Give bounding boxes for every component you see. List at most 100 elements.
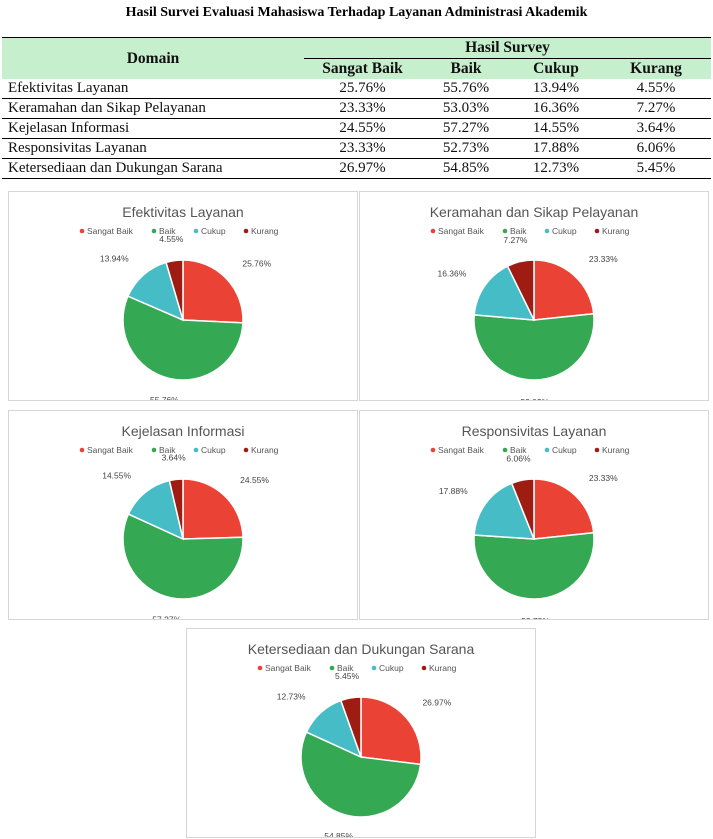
value-cell: 17.88% — [511, 138, 601, 159]
legend-item: Baik — [502, 226, 527, 236]
table-row: Kejelasan Informasi 24.55% 57.27% 14.55% 3.6… — [2, 118, 711, 139]
data-label: 54.85% — [324, 831, 353, 837]
pie-slice-baik — [300, 731, 422, 818]
legend-marker — [79, 228, 85, 234]
legend-marker — [371, 665, 377, 671]
pie-slice-baik — [473, 312, 595, 381]
pie-slice-kurang — [339, 696, 362, 758]
legend-marker — [430, 228, 436, 234]
legend-label: Sangat Baik — [438, 226, 485, 236]
data-label: 57.27% — [152, 614, 181, 619]
legend-item: Sangat Baik — [430, 226, 485, 236]
legend-label: Kurang — [429, 663, 457, 673]
header-baik: Baik — [421, 58, 511, 79]
pie-slice-kurang — [165, 259, 184, 321]
legend-item: Kurang — [594, 445, 630, 455]
value-cell: 25.76% — [304, 79, 421, 99]
pie-chart-kejelasan: Kejelasan Informasi Sangat Baik Baik Cukup K… — [8, 410, 358, 620]
table-row: Responsivitas Layanan 23.33% 52.73% 17.88% 6… — [2, 138, 711, 159]
legend-label: Cukup — [379, 663, 404, 673]
legend-item: Baik — [151, 445, 176, 455]
chart-title: Efektivitas Layanan — [122, 204, 243, 220]
legend-item: Cukup — [371, 663, 404, 673]
data-label: 26.97% — [422, 698, 451, 708]
legend-label: Baik — [510, 226, 527, 236]
value-cell: 16.36% — [511, 98, 601, 119]
domain-cell: Efektivitas Layanan — [2, 79, 304, 99]
legend-item: Kurang — [243, 445, 279, 455]
data-label: 14.55% — [102, 471, 131, 481]
value-cell: 55.76% — [421, 79, 511, 99]
pie-slice-kurang — [168, 478, 184, 540]
legend-item: Cukup — [544, 226, 577, 236]
legend-label: Baik — [159, 445, 176, 455]
chart-title: Ketersediaan dan Dukungan Sarana — [248, 641, 475, 657]
value-cell: 14.55% — [511, 118, 601, 139]
value-cell: 7.27% — [601, 98, 711, 119]
legend-item: Baik — [151, 226, 176, 236]
chart-title: Kejelasan Informasi — [122, 423, 245, 439]
domain-cell: Keramahan dan Sikap Pelayanan — [2, 98, 304, 119]
pie-slice-cukup — [473, 482, 536, 540]
value-cell: 53.03% — [421, 98, 511, 119]
data-label: 13.94% — [100, 254, 129, 264]
pie-slice-cukup — [126, 261, 185, 322]
legend-marker — [257, 665, 263, 671]
legend-item: Sangat Baik — [79, 226, 134, 236]
value-cell: 57.27% — [421, 118, 511, 139]
table-row: Keramahan dan Sikap Pelayanan 23.33% 53.03… — [2, 98, 711, 119]
pie-slice-baik — [122, 295, 244, 381]
legend-marker — [544, 447, 550, 453]
pie-slice-kurang — [506, 259, 535, 321]
legend-item: Kurang — [243, 226, 279, 236]
header-hasil-survey: Hasil Survey — [304, 37, 711, 59]
value-cell: 23.33% — [304, 98, 421, 119]
legend-marker — [421, 665, 427, 671]
header-kurang: Kurang — [601, 58, 711, 79]
data-label: 5.45% — [335, 671, 360, 681]
legend-item: Cukup — [544, 445, 577, 455]
table-row: Efektivitas Layanan 25.76% 55.76% 13.94% 4.5… — [2, 79, 711, 99]
legend-label: Kurang — [251, 226, 279, 236]
table-row: Ketersediaan dan Dukungan Sarana 26.97% 54… — [2, 158, 711, 179]
legend-label: Baik — [510, 445, 527, 455]
pie-slice-sangat-baik — [182, 259, 244, 324]
data-label: 3.64% — [162, 453, 187, 463]
legend-marker — [243, 228, 249, 234]
data-label: 23.33% — [589, 254, 618, 264]
pie-slice-kurang — [510, 478, 535, 540]
legend-label: Cukup — [201, 445, 226, 455]
legend-marker — [329, 665, 335, 671]
legend-item: Kurang — [594, 226, 630, 236]
value-cell: 23.33% — [304, 138, 421, 159]
header-cukup: Cukup — [511, 58, 601, 79]
value-cell: 5.45% — [601, 158, 711, 179]
data-label: 16.36% — [437, 269, 466, 279]
legend-label: Baik — [159, 226, 176, 236]
legend-marker — [193, 447, 199, 453]
legend-item: Sangat Baik — [79, 445, 134, 455]
value-cell: 4.55% — [601, 79, 711, 99]
value-cell: 3.64% — [601, 118, 711, 139]
pie-slice-cukup — [127, 479, 185, 541]
header-domain: Domain — [2, 37, 304, 79]
data-label: 6.06% — [506, 453, 531, 463]
data-label: 53.03% — [520, 397, 549, 400]
data-label: 17.88% — [439, 486, 468, 496]
chart-title: Keramahan dan Sikap Pelayanan — [430, 204, 639, 220]
legend-marker — [594, 447, 600, 453]
legend-label: Sangat Baik — [87, 445, 134, 455]
legend-item: Baik — [502, 445, 527, 455]
pie-slice-cukup — [473, 265, 536, 321]
pie-slice-sangat-baik — [533, 259, 595, 321]
domain-cell: Responsivitas Layanan — [2, 138, 304, 159]
page-title: Hasil Survei Evaluasi Mahasiswa Terhadap… — [125, 5, 588, 20]
legend-item: Sangat Baik — [257, 663, 312, 673]
value-cell: 54.85% — [421, 158, 511, 179]
legend-marker — [502, 228, 508, 234]
legend-item: Cukup — [193, 445, 226, 455]
pie-slice-sangat-baik — [533, 478, 595, 540]
pie-chart-ketersediaan: Ketersediaan dan Dukungan Sarana Sangat B… — [186, 628, 536, 838]
data-label: 55.76% — [150, 395, 179, 400]
legend-item: Cukup — [193, 226, 226, 236]
